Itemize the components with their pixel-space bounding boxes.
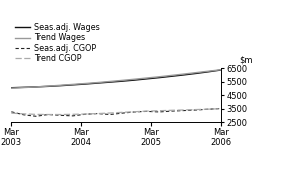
Seas.adj. Wages — [121, 80, 124, 82]
Trend CGOP — [207, 108, 210, 110]
Trend Wages — [133, 78, 136, 80]
Trend Wages — [170, 74, 173, 76]
Line: Seas.adj. Wages: Seas.adj. Wages — [11, 70, 221, 88]
Trend Wages — [194, 72, 198, 74]
Trend CGOP — [133, 111, 136, 113]
Trend CGOP — [22, 113, 25, 115]
Seas.adj. Wages — [133, 79, 136, 81]
Legend: Seas.adj. Wages, Trend Wages, Seas.adj. CGOP, Trend CGOP: Seas.adj. Wages, Trend Wages, Seas.adj. … — [15, 23, 100, 63]
Seas.adj. CGOP — [108, 114, 112, 116]
Trend CGOP — [194, 108, 198, 111]
Trend CGOP — [219, 108, 222, 110]
Trend CGOP — [182, 109, 185, 111]
Seas.adj. CGOP — [170, 110, 173, 112]
Trend Wages — [121, 79, 124, 81]
Seas.adj. Wages — [34, 86, 38, 88]
Seas.adj. CGOP — [47, 114, 50, 116]
Trend Wages — [71, 83, 75, 85]
Seas.adj. CGOP — [133, 111, 136, 113]
Seas.adj. CGOP — [121, 112, 124, 114]
Seas.adj. CGOP — [34, 115, 38, 117]
Seas.adj. CGOP — [96, 113, 99, 115]
Seas.adj. Wages — [194, 72, 198, 74]
Seas.adj. Wages — [47, 85, 50, 87]
Trend Wages — [182, 73, 185, 75]
Trend Wages — [47, 85, 50, 87]
Seas.adj. Wages — [157, 77, 161, 79]
Seas.adj. Wages — [96, 82, 99, 84]
Trend Wages — [96, 82, 99, 84]
Trend Wages — [34, 86, 38, 88]
Trend Wages — [219, 69, 222, 71]
Seas.adj. CGOP — [219, 107, 222, 109]
Line: Trend Wages: Trend Wages — [11, 70, 221, 88]
Text: $m: $m — [239, 56, 253, 65]
Seas.adj. Wages — [71, 84, 75, 86]
Trend Wages — [108, 80, 112, 82]
Trend Wages — [157, 76, 161, 78]
Seas.adj. CGOP — [22, 114, 25, 116]
Trend CGOP — [47, 114, 50, 116]
Seas.adj. Wages — [145, 78, 149, 80]
Seas.adj. Wages — [22, 86, 25, 88]
Trend CGOP — [108, 112, 112, 114]
Trend CGOP — [96, 113, 99, 115]
Trend Wages — [59, 84, 62, 86]
Trend Wages — [207, 70, 210, 72]
Trend CGOP — [59, 114, 62, 116]
Seas.adj. CGOP — [207, 108, 210, 110]
Seas.adj. CGOP — [83, 113, 87, 115]
Trend CGOP — [34, 113, 38, 115]
Trend Wages — [83, 82, 87, 84]
Seas.adj. Wages — [219, 69, 222, 71]
Line: Seas.adj. CGOP: Seas.adj. CGOP — [11, 108, 221, 116]
Trend Wages — [145, 77, 149, 79]
Seas.adj. Wages — [182, 74, 185, 76]
Line: Trend CGOP: Trend CGOP — [11, 109, 221, 115]
Seas.adj. CGOP — [10, 111, 13, 113]
Seas.adj. Wages — [207, 71, 210, 73]
Seas.adj. CGOP — [59, 114, 62, 116]
Seas.adj. Wages — [170, 75, 173, 77]
Seas.adj. Wages — [108, 81, 112, 83]
Trend CGOP — [145, 110, 149, 112]
Seas.adj. CGOP — [145, 110, 149, 112]
Trend Wages — [22, 87, 25, 89]
Trend CGOP — [10, 112, 13, 114]
Seas.adj. CGOP — [182, 109, 185, 112]
Trend Wages — [10, 87, 13, 89]
Trend CGOP — [71, 113, 75, 115]
Seas.adj. CGOP — [71, 115, 75, 117]
Trend CGOP — [170, 109, 173, 111]
Trend CGOP — [157, 110, 161, 112]
Seas.adj. CGOP — [157, 111, 161, 113]
Seas.adj. Wages — [10, 87, 13, 89]
Trend CGOP — [121, 111, 124, 113]
Seas.adj. CGOP — [194, 109, 198, 111]
Seas.adj. Wages — [83, 83, 87, 85]
Trend CGOP — [83, 113, 87, 115]
Seas.adj. Wages — [59, 85, 62, 87]
